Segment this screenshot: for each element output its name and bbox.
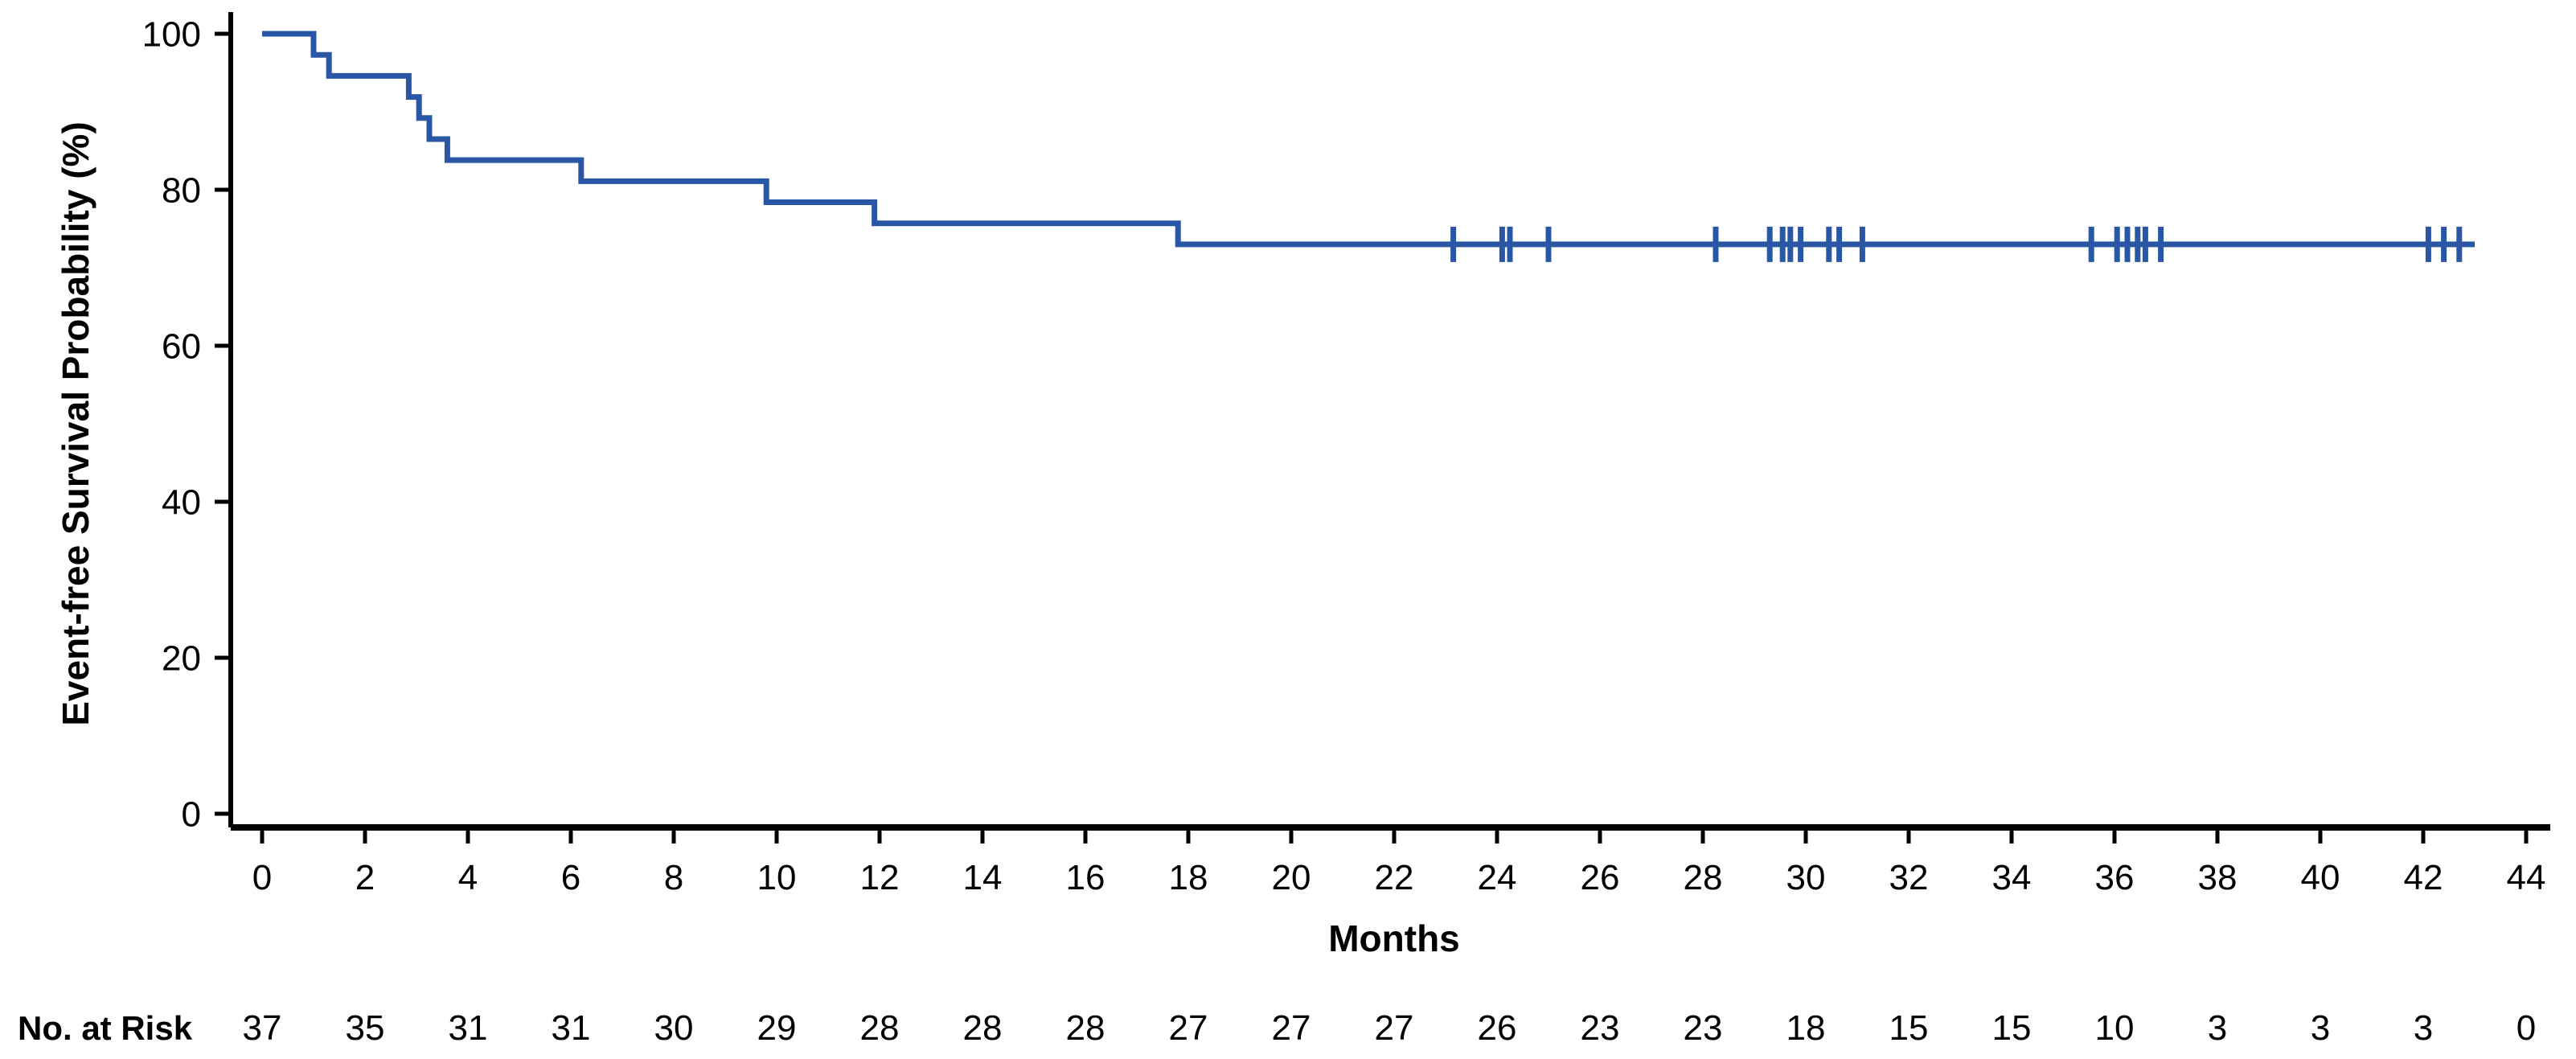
at-risk-value: 27 xyxy=(1272,1008,1311,1048)
at-risk-value: 15 xyxy=(1992,1008,2032,1048)
x-axis-tick-label: 40 xyxy=(2301,858,2340,897)
x-axis-tick-label: 18 xyxy=(1169,858,1208,897)
x-axis-tick-label: 44 xyxy=(2507,858,2546,897)
y-axis-tick-label: 100 xyxy=(142,14,201,54)
at-risk-value: 31 xyxy=(552,1008,591,1048)
at-risk-label: No. at Risk xyxy=(18,1009,193,1047)
x-axis-tick-label: 2 xyxy=(355,858,375,897)
x-axis-tick-label: 10 xyxy=(757,858,797,897)
x-axis-tick-label: 0 xyxy=(252,858,272,897)
at-risk-value: 23 xyxy=(1581,1008,1620,1048)
x-axis-tick-label: 16 xyxy=(1066,858,1105,897)
at-risk-value: 27 xyxy=(1375,1008,1414,1048)
y-axis-tick-label: 40 xyxy=(162,482,201,522)
x-axis-tick-label: 42 xyxy=(2404,858,2443,897)
y-axis-tick-label: 20 xyxy=(162,638,201,678)
x-axis-tick-label: 26 xyxy=(1581,858,1620,897)
at-risk-value: 35 xyxy=(346,1008,385,1048)
y-axis-tick-label: 60 xyxy=(162,326,201,366)
at-risk-value: 37 xyxy=(243,1008,282,1048)
at-risk-value: 10 xyxy=(2095,1008,2135,1048)
at-risk-value: 28 xyxy=(860,1008,900,1048)
at-risk-value: 31 xyxy=(449,1008,488,1048)
at-risk-value: 30 xyxy=(654,1008,694,1048)
x-axis-title: Months xyxy=(1328,917,1460,959)
at-risk-value: 3 xyxy=(2414,1008,2433,1048)
at-risk-value: 15 xyxy=(1889,1008,1929,1048)
at-risk-value: 29 xyxy=(757,1008,797,1048)
x-axis-tick-label: 38 xyxy=(2198,858,2238,897)
at-risk-value: 28 xyxy=(963,1008,1003,1048)
at-risk-value: 3 xyxy=(2311,1008,2330,1048)
x-axis-tick-label: 36 xyxy=(2095,858,2135,897)
y-axis-title: Event-free Survival Probability (%) xyxy=(55,121,96,726)
at-risk-value: 0 xyxy=(2517,1008,2536,1048)
at-risk-value: 26 xyxy=(1478,1008,1517,1048)
y-axis-tick-label: 80 xyxy=(162,170,201,210)
x-axis-tick-label: 12 xyxy=(860,858,900,897)
survival-curve xyxy=(262,31,2475,248)
x-axis-tick-label: 20 xyxy=(1272,858,1311,897)
x-axis-tick-label: 34 xyxy=(1992,858,2032,897)
x-axis-tick-label: 14 xyxy=(963,858,1003,897)
x-axis-tick-label: 24 xyxy=(1478,858,1517,897)
at-risk-value: 3 xyxy=(2208,1008,2227,1048)
at-risk-value: 23 xyxy=(1684,1008,1723,1048)
x-axis-tick-label: 6 xyxy=(561,858,580,897)
x-axis-tick-label: 32 xyxy=(1889,858,1929,897)
x-axis-tick-label: 30 xyxy=(1786,858,1826,897)
x-axis-tick-label: 22 xyxy=(1375,858,1414,897)
y-axis-tick-label: 0 xyxy=(182,794,201,834)
x-axis-tick-label: 8 xyxy=(664,858,683,897)
at-risk-value: 18 xyxy=(1786,1008,1826,1048)
at-risk-value: 28 xyxy=(1066,1008,1105,1048)
x-axis-tick-label: 28 xyxy=(1684,858,1723,897)
at-risk-value: 27 xyxy=(1169,1008,1208,1048)
x-axis-tick-label: 4 xyxy=(458,858,478,897)
